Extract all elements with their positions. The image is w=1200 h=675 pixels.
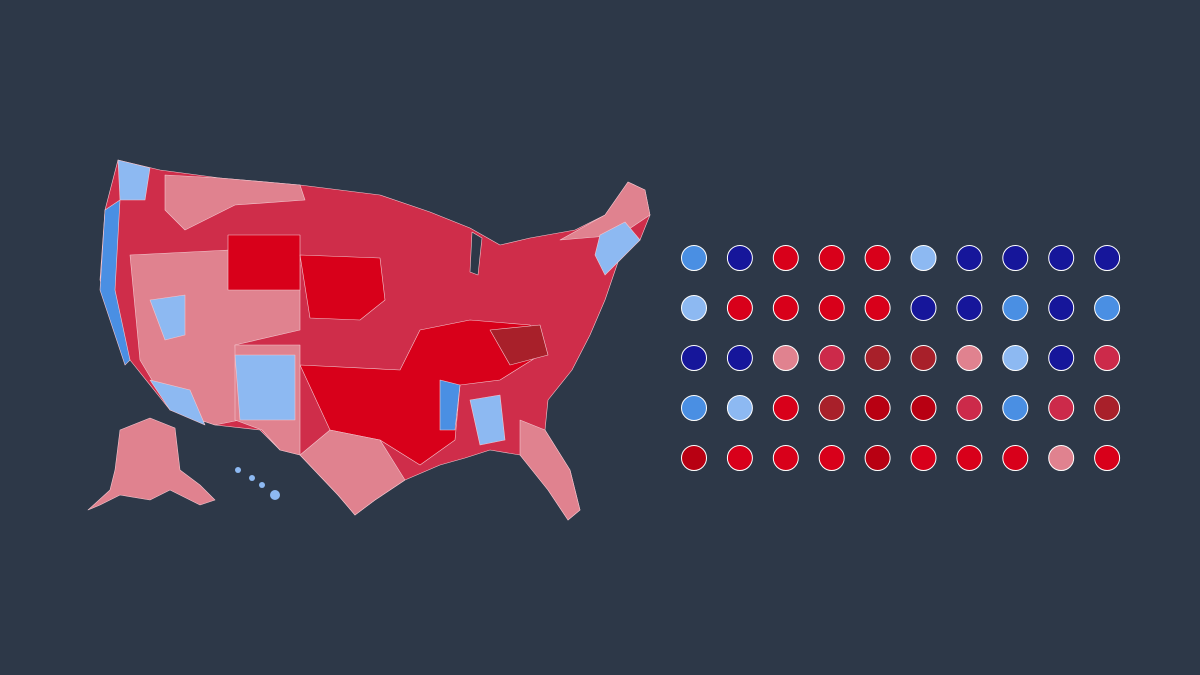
dot-grid xyxy=(681,245,1121,471)
dot xyxy=(864,345,891,371)
dot xyxy=(864,245,891,271)
dot xyxy=(818,295,845,321)
dot xyxy=(956,345,983,371)
region xyxy=(594,221,641,276)
dot xyxy=(1002,245,1029,271)
dot xyxy=(772,445,799,471)
dot xyxy=(1094,345,1121,371)
dot xyxy=(956,245,983,271)
region xyxy=(149,294,186,341)
dot xyxy=(1002,295,1029,321)
region xyxy=(117,159,151,201)
dot xyxy=(1002,345,1029,371)
dot xyxy=(864,445,891,471)
region xyxy=(149,379,206,426)
dot xyxy=(1048,445,1075,471)
dot xyxy=(910,345,937,371)
dot xyxy=(681,345,707,371)
dot xyxy=(681,295,707,321)
dot xyxy=(726,445,753,471)
dot xyxy=(910,295,937,321)
region xyxy=(227,234,301,291)
dot xyxy=(1048,245,1075,271)
dot xyxy=(818,245,845,271)
hawaii xyxy=(249,475,255,481)
alaska xyxy=(87,417,216,511)
dot xyxy=(910,245,937,271)
dot xyxy=(956,395,983,421)
dot xyxy=(1094,395,1121,421)
dot xyxy=(681,245,707,271)
region xyxy=(439,379,461,431)
dot xyxy=(1048,345,1075,371)
dot xyxy=(726,395,753,421)
dot xyxy=(772,295,799,321)
hawaii xyxy=(259,482,265,488)
dot xyxy=(772,245,799,271)
dot xyxy=(726,245,753,271)
dot xyxy=(772,345,799,371)
dot xyxy=(681,445,707,471)
dot xyxy=(818,345,845,371)
region xyxy=(519,419,581,521)
us-map xyxy=(87,159,651,521)
dot xyxy=(1094,245,1121,271)
dot xyxy=(1048,295,1075,321)
dot xyxy=(1094,445,1121,471)
region xyxy=(299,429,406,516)
dot xyxy=(956,445,983,471)
hawaii xyxy=(235,467,241,473)
dot xyxy=(910,445,937,471)
region xyxy=(469,394,506,446)
dot xyxy=(1094,295,1121,321)
dot xyxy=(1002,445,1029,471)
dot xyxy=(1048,395,1075,421)
dot xyxy=(772,395,799,421)
dot xyxy=(910,395,937,421)
dot xyxy=(726,345,753,371)
lake xyxy=(469,231,483,276)
dot xyxy=(681,395,707,421)
dot xyxy=(956,295,983,321)
region xyxy=(299,254,386,321)
region xyxy=(234,354,296,421)
hawaii xyxy=(270,490,280,500)
region xyxy=(489,324,549,366)
dot xyxy=(818,395,845,421)
region xyxy=(164,174,306,231)
dot xyxy=(864,295,891,321)
dot xyxy=(818,445,845,471)
dot xyxy=(726,295,753,321)
dot xyxy=(864,395,891,421)
dot xyxy=(1002,395,1029,421)
